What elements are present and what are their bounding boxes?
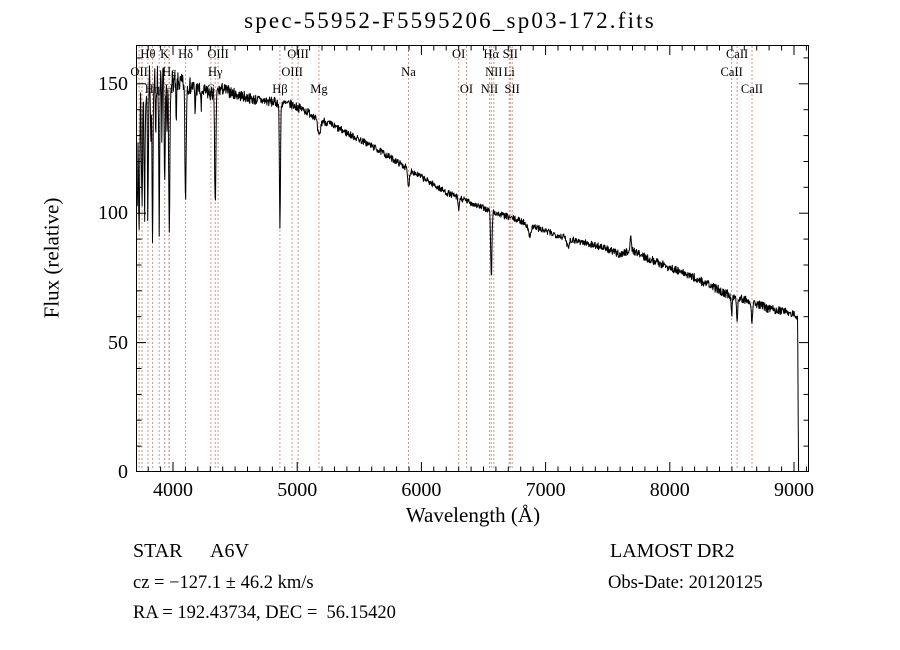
spectral-line-label: SII [502, 47, 518, 61]
ra-dec-text: RA = 192.43734, DEC = 56.15420 [133, 603, 396, 623]
spectral-line-label: CaII [725, 47, 749, 61]
spectral-line-label: Hδ [178, 47, 194, 61]
x-tick-label: 6000 [401, 479, 442, 501]
spectral-line-label: Hα [483, 47, 500, 61]
x-axis-title: Wavelength (Å) [405, 503, 541, 527]
spectral-line-label: OI [452, 47, 466, 61]
survey-release-text: LAMOST DR2 [610, 540, 735, 562]
spectral-line-label: NII [485, 64, 503, 79]
spectral-line-label: CaII [720, 64, 743, 79]
obs-date-text: Obs-Date: 20120125 [608, 573, 763, 593]
y-tick-label: 100 [98, 202, 128, 225]
spectral-line-label: Hθ [140, 47, 156, 61]
page-title: spec-55952-F5595206_sp03-172.fits [244, 8, 656, 33]
object-class-text: STAR [133, 540, 183, 562]
spectral-line-label: CaII [740, 82, 764, 96]
spectral-line-label: Hε [162, 64, 177, 79]
plot-area [136, 45, 809, 472]
spectral-line-label: H [164, 82, 174, 96]
spectral-line-label: SII [504, 82, 520, 96]
spectral-line-label: Hβ [272, 82, 288, 96]
x-tick-label: 9000 [773, 479, 814, 501]
spectral-line-label: G [206, 82, 216, 96]
x-tick-label: 7000 [525, 479, 566, 501]
x-tick-label: 5000 [277, 479, 318, 501]
spectral-line-label: OII [130, 64, 148, 79]
spectral-line-label: Hη [144, 82, 161, 96]
spectral-line-label: Li [503, 64, 515, 79]
y-tick-label: 50 [108, 331, 128, 354]
spectrum-plot-canvas [136, 45, 809, 472]
spectral-line-label: Na [401, 64, 416, 79]
spectral-line-label: NII [480, 82, 499, 96]
spectral-line-label: OIII [281, 64, 303, 79]
object-subclass-text: A6V [210, 540, 249, 562]
x-tick-label: 8000 [649, 479, 690, 501]
y-tick-label: 150 [98, 72, 128, 95]
spectral-line-label: Hγ [207, 64, 223, 79]
spectral-line-label: OIII [207, 47, 229, 61]
x-tick-label: 4000 [153, 479, 193, 501]
spectral-line-label: OIII [287, 47, 309, 61]
spectral-line-label: Mg [310, 82, 328, 96]
spectral-line-label: K [160, 47, 170, 61]
cz-value-text: cz = −127.1 ± 46.2 km/s [133, 573, 314, 593]
y-tick-label: 0 [118, 461, 128, 483]
spectral-line-label: OI [459, 82, 474, 96]
